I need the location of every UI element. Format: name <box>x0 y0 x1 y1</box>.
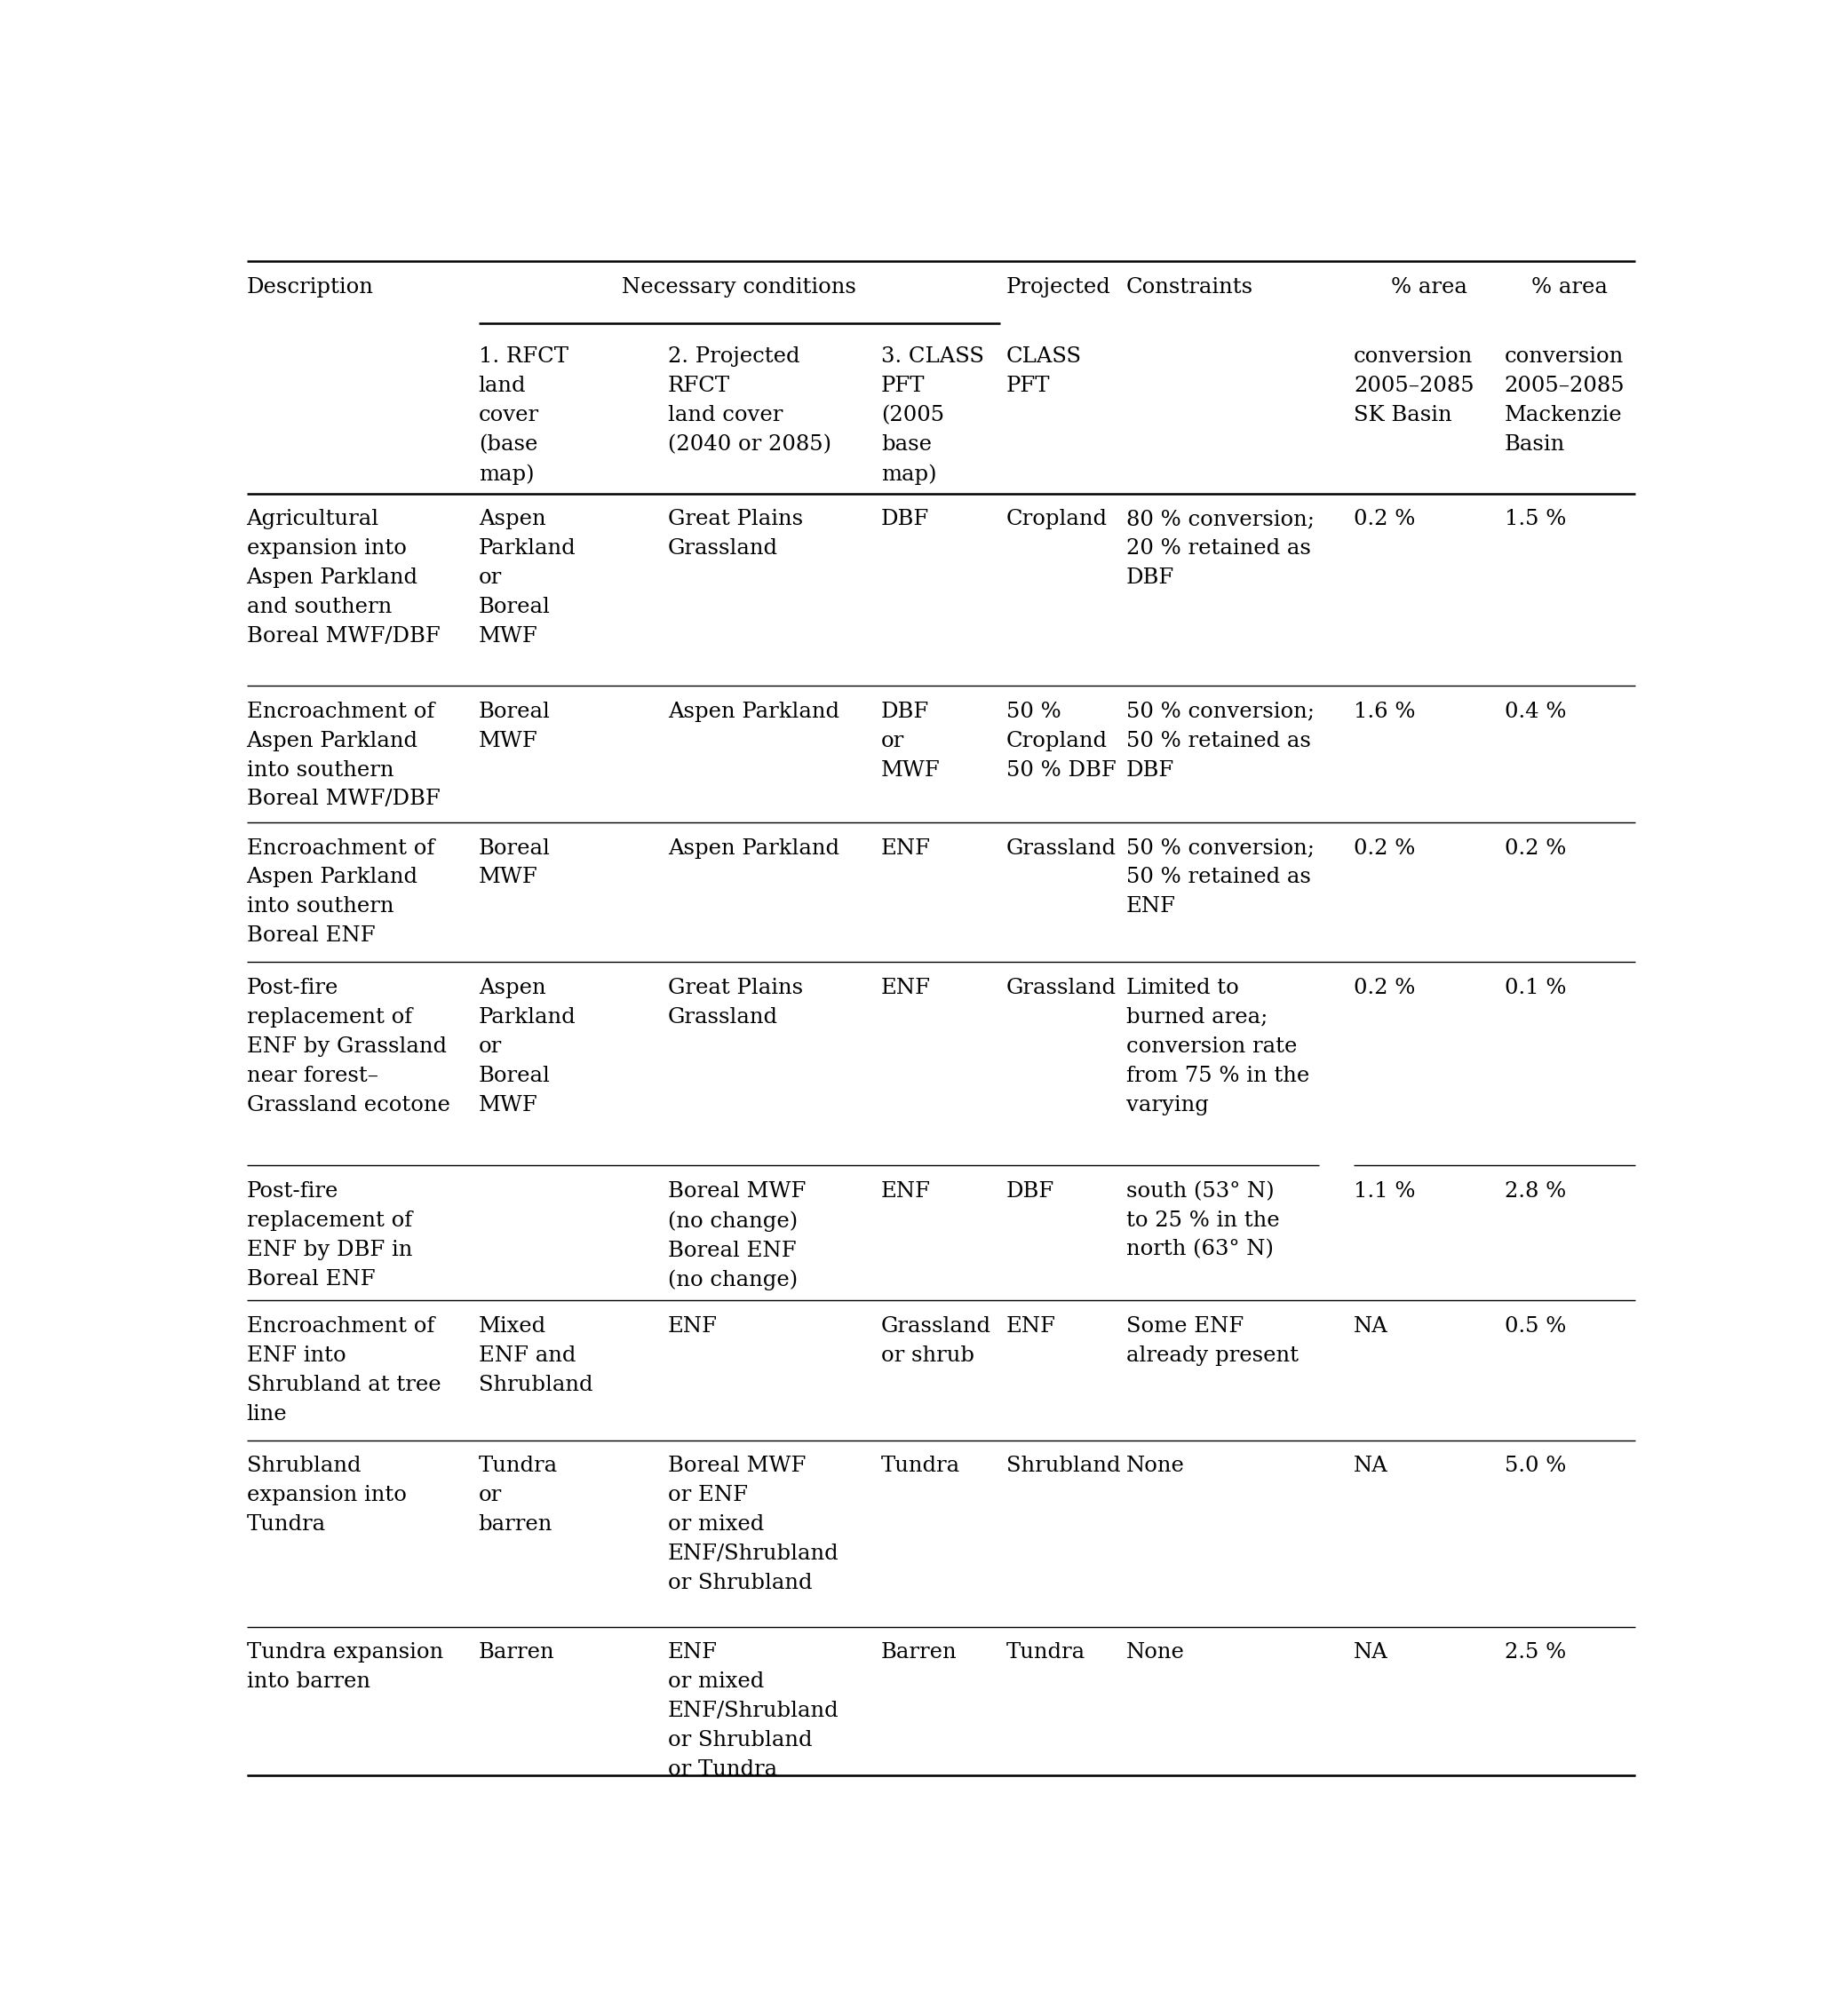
Text: 0.2 %: 0.2 % <box>1504 839 1566 859</box>
Text: ENF: ENF <box>881 1181 931 1202</box>
Text: 0.2 %: 0.2 % <box>1353 839 1416 859</box>
Text: 1.5 %: 1.5 % <box>1504 508 1566 530</box>
Text: Tundra
or
barren: Tundra or barren <box>479 1456 558 1534</box>
Text: % area: % area <box>1392 276 1467 296</box>
Text: ENF: ENF <box>881 839 931 859</box>
Text: 2.5 %: 2.5 % <box>1504 1643 1566 1663</box>
Text: DBF
or
MWF: DBF or MWF <box>881 702 940 780</box>
Text: 1.6 %: 1.6 % <box>1353 702 1416 722</box>
Text: NA: NA <box>1353 1643 1388 1663</box>
Text: Post-fire
replacement of
ENF by DBF in
Boreal ENF: Post-fire replacement of ENF by DBF in B… <box>246 1181 411 1288</box>
Text: Tundra: Tundra <box>881 1456 960 1476</box>
Text: Necessary conditions: Necessary conditions <box>622 276 857 296</box>
Text: 2.8 %: 2.8 % <box>1504 1181 1566 1202</box>
Text: 3. CLASS
PFT
(2005
base
map): 3. CLASS PFT (2005 base map) <box>881 347 984 484</box>
Text: Barren: Barren <box>881 1643 957 1663</box>
Text: Encroachment of
ENF into
Shrubland at tree
line: Encroachment of ENF into Shrubland at tr… <box>246 1316 441 1423</box>
Text: 5.0 %: 5.0 % <box>1504 1456 1566 1476</box>
Text: Description: Description <box>246 276 373 296</box>
Text: Boreal MWF
(no change)
Boreal ENF
(no change): Boreal MWF (no change) Boreal ENF (no ch… <box>668 1181 806 1290</box>
Text: Aspen
Parkland
or
Boreal
MWF: Aspen Parkland or Boreal MWF <box>479 508 577 647</box>
Text: ENF
or mixed
ENF/Shrubland
or Shrubland
or Tundra: ENF or mixed ENF/Shrubland or Shrubland … <box>668 1643 839 1780</box>
Text: NA: NA <box>1353 1456 1388 1476</box>
Text: ENF: ENF <box>668 1316 718 1337</box>
Text: 0.4 %: 0.4 % <box>1504 702 1566 722</box>
Text: 80 % conversion;
20 % retained as
DBF: 80 % conversion; 20 % retained as DBF <box>1125 508 1315 589</box>
Text: Great Plains
Grassland: Great Plains Grassland <box>668 978 802 1028</box>
Text: Projected: Projected <box>1006 276 1111 296</box>
Text: 0.2 %: 0.2 % <box>1353 508 1416 530</box>
Text: Aspen
Parkland
or
Boreal
MWF: Aspen Parkland or Boreal MWF <box>479 978 577 1115</box>
Text: Tundra: Tundra <box>1006 1643 1085 1663</box>
Text: ENF: ENF <box>881 978 931 998</box>
Text: 0.1 %: 0.1 % <box>1504 978 1566 998</box>
Text: DBF: DBF <box>1006 1181 1054 1202</box>
Text: Post-fire
replacement of
ENF by Grassland
near forest–
Grassland ecotone: Post-fire replacement of ENF by Grasslan… <box>246 978 450 1115</box>
Text: Aspen Parkland: Aspen Parkland <box>668 839 839 859</box>
Text: conversion
2005–2085
SK Basin: conversion 2005–2085 SK Basin <box>1353 347 1474 425</box>
Text: Limited to
burned area;
conversion rate
from 75 % in the
varying: Limited to burned area; conversion rate … <box>1125 978 1309 1115</box>
Text: south (53° N)
to 25 % in the
north (63° N): south (53° N) to 25 % in the north (63° … <box>1125 1181 1280 1260</box>
Text: CLASS
PFT: CLASS PFT <box>1006 347 1081 397</box>
Text: 50 % conversion;
50 % retained as
ENF: 50 % conversion; 50 % retained as ENF <box>1125 839 1315 917</box>
Text: 50 % conversion;
50 % retained as
DBF: 50 % conversion; 50 % retained as DBF <box>1125 702 1315 780</box>
Text: 0.5 %: 0.5 % <box>1504 1316 1566 1337</box>
Text: Shrubland
expansion into
Tundra: Shrubland expansion into Tundra <box>246 1456 406 1534</box>
Text: Grassland: Grassland <box>1006 978 1116 998</box>
Text: Grassland: Grassland <box>1006 839 1116 859</box>
Text: Mixed
ENF and
Shrubland: Mixed ENF and Shrubland <box>479 1316 593 1395</box>
Text: Barren: Barren <box>479 1643 554 1663</box>
Text: % area: % area <box>1531 276 1608 296</box>
Text: Cropland: Cropland <box>1006 508 1107 530</box>
Text: ENF: ENF <box>1006 1316 1056 1337</box>
Text: Constraints: Constraints <box>1125 276 1252 296</box>
Text: 2. Projected
RFCT
land cover
(2040 or 2085): 2. Projected RFCT land cover (2040 or 20… <box>668 347 832 456</box>
Text: Some ENF
already present: Some ENF already present <box>1125 1316 1298 1365</box>
Text: Boreal
MWF: Boreal MWF <box>479 702 551 752</box>
Text: NA: NA <box>1353 1316 1388 1337</box>
Text: None: None <box>1125 1456 1184 1476</box>
Text: Boreal
MWF: Boreal MWF <box>479 839 551 887</box>
Text: Grassland
or shrub: Grassland or shrub <box>881 1316 991 1365</box>
Text: 50 %
Cropland
50 % DBF: 50 % Cropland 50 % DBF <box>1006 702 1116 780</box>
Text: Encroachment of
Aspen Parkland
into southern
Boreal MWF/DBF: Encroachment of Aspen Parkland into sout… <box>246 702 441 810</box>
Text: Agricultural
expansion into
Aspen Parkland
and southern
Boreal MWF/DBF: Agricultural expansion into Aspen Parkla… <box>246 508 441 647</box>
Text: Aspen Parkland: Aspen Parkland <box>668 702 839 722</box>
Text: conversion
2005–2085
Mackenzie
Basin: conversion 2005–2085 Mackenzie Basin <box>1504 347 1625 456</box>
Text: Tundra expansion
into barren: Tundra expansion into barren <box>246 1643 442 1691</box>
Text: None: None <box>1125 1643 1184 1663</box>
Text: Encroachment of
Aspen Parkland
into southern
Boreal ENF: Encroachment of Aspen Parkland into sout… <box>246 839 435 946</box>
Text: DBF: DBF <box>881 508 929 530</box>
Text: 1. RFCT
land
cover
(base
map): 1. RFCT land cover (base map) <box>479 347 567 484</box>
Text: 1.1 %: 1.1 % <box>1353 1181 1416 1202</box>
Text: 0.2 %: 0.2 % <box>1353 978 1416 998</box>
Text: Boreal MWF
or ENF
or mixed
ENF/Shrubland
or Shrubland: Boreal MWF or ENF or mixed ENF/Shrubland… <box>668 1456 839 1593</box>
Text: Shrubland: Shrubland <box>1006 1456 1120 1476</box>
Text: Great Plains
Grassland: Great Plains Grassland <box>668 508 802 558</box>
